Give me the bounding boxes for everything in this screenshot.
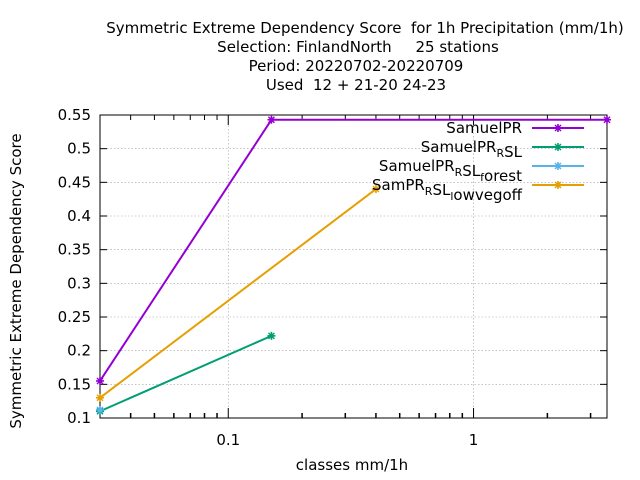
legend-label: SamuelPRRSL <box>421 138 523 161</box>
series-line <box>99 118 607 382</box>
grid-lines <box>100 115 607 418</box>
legend-item: SamuelPRRSLforest <box>379 157 584 185</box>
data-point <box>96 393 104 402</box>
data-series <box>96 115 611 416</box>
data-point <box>603 115 611 124</box>
legend-label: SamPRRSLlowvegoff <box>372 176 523 204</box>
title-line-1: Symmetric Extreme Dependency Score for 1… <box>106 19 624 37</box>
legend-marker <box>554 124 562 132</box>
y-tick-label: 0.1 <box>67 409 91 427</box>
y-tick-label: 0.45 <box>58 173 91 191</box>
legend-label: SamuelPR <box>446 119 522 137</box>
legend-item: SamPRRSLlowvegoff <box>372 176 584 204</box>
series-4 <box>96 185 380 402</box>
data-point <box>371 185 380 194</box>
y-tick-label: 0.55 <box>58 106 91 124</box>
y-tick-label: 0.15 <box>58 375 91 393</box>
axis-ticks: 0.1 0.15 0.2 0.25 0.3 0.35 0.4 0.45 0.5 0.55 0.1 1 <box>58 106 607 449</box>
title-line-3: Period: 20220702-20220709 <box>249 57 464 75</box>
series-line <box>99 334 272 413</box>
y-tick-label: 0.3 <box>67 274 91 292</box>
y-axis-label: Symmetric Extreme Dependency Score <box>7 133 25 428</box>
chart-title: Symmetric Extreme Dependency Score for 1… <box>106 19 624 94</box>
plot-frame <box>99 114 608 419</box>
x-tick-label: 1 <box>469 431 479 449</box>
series-1 <box>96 115 611 385</box>
y-tick-label: 0.4 <box>67 207 91 225</box>
y-tick-label: 0.25 <box>58 308 91 326</box>
data-point <box>96 405 104 414</box>
legend-label: SamuelPRRSLforest <box>379 157 522 185</box>
data-point <box>267 115 276 124</box>
data-point <box>267 331 276 340</box>
series-3 <box>96 405 104 414</box>
legend-item: SamuelPRRSL <box>421 138 584 161</box>
y-tick-label: 0.35 <box>58 241 91 259</box>
legend: SamuelPRSamuelPRRSLSamuelPRRSLforestSamP… <box>372 119 584 204</box>
title-line-2: Selection: FinlandNorth 25 stations <box>217 38 499 56</box>
series-line <box>99 188 377 399</box>
title-line-4: Used 12 + 21-20 24-23 <box>266 76 446 94</box>
legend-marker <box>554 181 562 189</box>
y-tick-label: 0.5 <box>67 140 91 158</box>
legend-item: SamuelPR <box>446 119 584 137</box>
y-tick-label: 0.2 <box>67 342 91 360</box>
data-point <box>96 376 104 385</box>
legend-marker <box>554 143 562 151</box>
x-tick-label: 0.1 <box>216 431 240 449</box>
legend-marker <box>554 162 562 170</box>
x-axis-label: classes mm/1h <box>296 456 408 474</box>
